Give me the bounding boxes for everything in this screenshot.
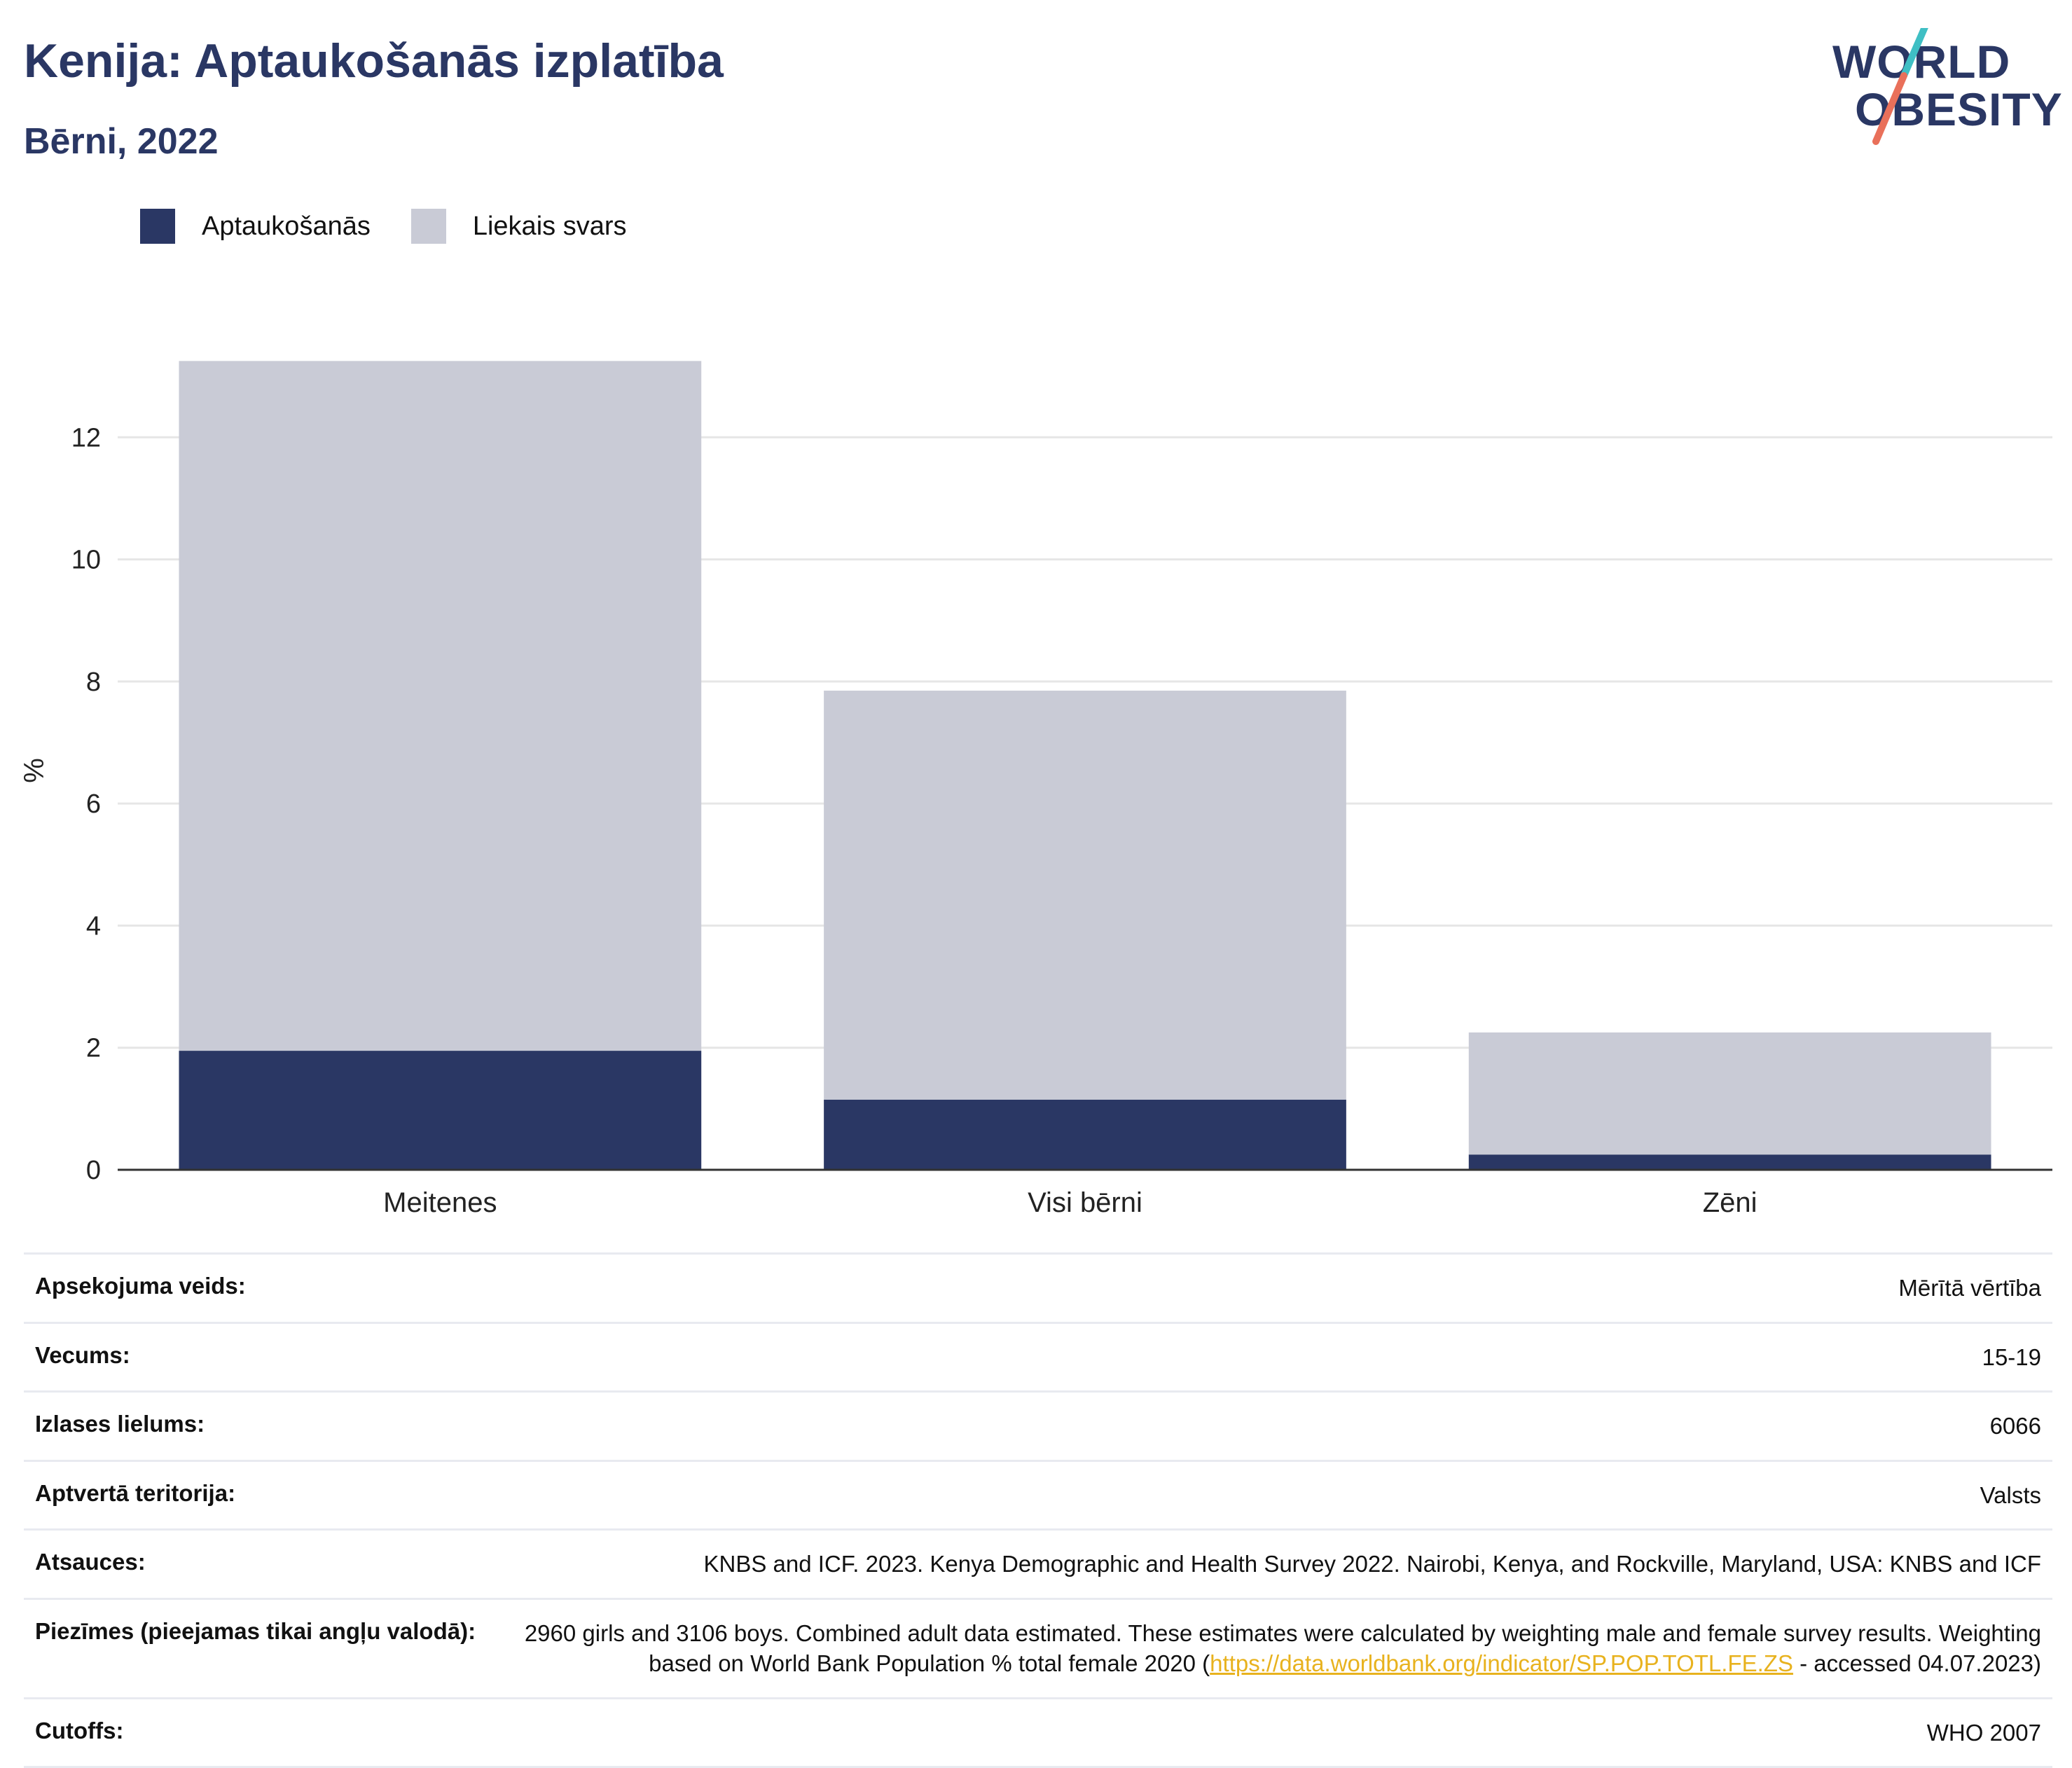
bar-chart: 0 2 4 6 8 10 12% Meitenes Visi bērni Zēni [19, 361, 2052, 1218]
bar-overweight [179, 361, 702, 1051]
y-tick-label: 8 [86, 668, 101, 697]
y-tick-label: 12 [71, 423, 101, 453]
meta-row: Aptvertā teritorija: Valsts [24, 1459, 2052, 1529]
bar-overweight [824, 690, 1346, 1100]
legend-label-overweight: Liekais svars [472, 211, 627, 241]
meta-label: Izlases lielums: [35, 1411, 205, 1437]
y-axis-label: % [19, 758, 50, 783]
chart-subtitle: Bērni, 2022 [24, 121, 219, 162]
legend-item-overweight[interactable]: Liekais svars [410, 209, 627, 244]
y-tick-label: 4 [86, 911, 101, 941]
meta-value: Valsts [1980, 1482, 2041, 1508]
chart-title: Kenija: Aptaukošanās izplatība [24, 34, 724, 88]
y-tick-label: 2 [86, 1034, 101, 1063]
legend-item-obesity[interactable]: Aptaukošanās [140, 209, 371, 244]
meta-row: Atsauces: KNBS and ICF. 2023. Kenya Demog… [24, 1528, 2052, 1598]
meta-value: KNBS and ICF. 2023. Kenya Demographic an… [703, 1551, 2041, 1577]
meta-label: Cutoffs: [35, 1717, 124, 1743]
meta-value: Mērītā vērtība [1898, 1275, 2041, 1301]
x-tick-label: Visi bērni [1028, 1187, 1142, 1218]
bar-obesity [1468, 1154, 1991, 1170]
meta-row: Vecums: 15-19 [24, 1321, 2052, 1391]
chart-legend: Aptaukošanās Liekais svars [140, 209, 667, 244]
meta-value-text: - accessed 04.07.2023) [1793, 1650, 2041, 1677]
meta-row: Piezīmes (pieejamas tikai angļu valodā):… [24, 1597, 2052, 1697]
world-obesity-logo: WORLD OBESITY [1821, 28, 2062, 154]
y-tick-label: 10 [71, 546, 101, 575]
meta-label: Vecums: [35, 1341, 130, 1368]
y-tick-label: 0 [86, 1156, 101, 1185]
legend-swatch-overweight [410, 209, 446, 244]
y-tick-label: 6 [86, 789, 101, 819]
legend-label-obesity: Aptaukošanās [202, 211, 371, 241]
meta-row: Cutoffs: WHO 2007 [24, 1697, 2052, 1768]
legend-swatch-obesity [140, 209, 175, 244]
bar-overweight [1468, 1032, 1991, 1155]
meta-value-text: 2960 girls and 3106 boys. Combined adult… [524, 1619, 2041, 1677]
meta-value: 2960 girls and 3106 boys. Combined adult… [504, 1618, 2041, 1679]
metadata-table: Apsekojuma veids: Mērītā vērtība Vecums: 15… [24, 1252, 2052, 1768]
x-tick-label: Zēni [1703, 1187, 1757, 1218]
meta-row: Izlases lielums: 6066 [24, 1390, 2052, 1460]
source-link[interactable]: https://data.worldbank.org/indicator/SP.… [1210, 1650, 1793, 1677]
meta-label: Atsauces: [35, 1549, 146, 1575]
meta-value: 15-19 [1982, 1344, 2041, 1370]
meta-label: Apsekojuma veids: [35, 1273, 246, 1299]
meta-value: WHO 2007 [1926, 1719, 2041, 1746]
meta-label: Piezīmes (pieejamas tikai angļu valodā): [35, 1617, 476, 1644]
x-tick-label: Meitenes [383, 1187, 497, 1218]
bar-obesity [179, 1051, 702, 1170]
meta-row: Apsekojuma veids: Mērītā vērtība [24, 1252, 2052, 1322]
meta-value: 6066 [1989, 1413, 2041, 1439]
bar-obesity [824, 1099, 1346, 1170]
logo-slash-icon [1872, 28, 1928, 145]
meta-label: Aptvertā teritorija: [35, 1479, 236, 1506]
